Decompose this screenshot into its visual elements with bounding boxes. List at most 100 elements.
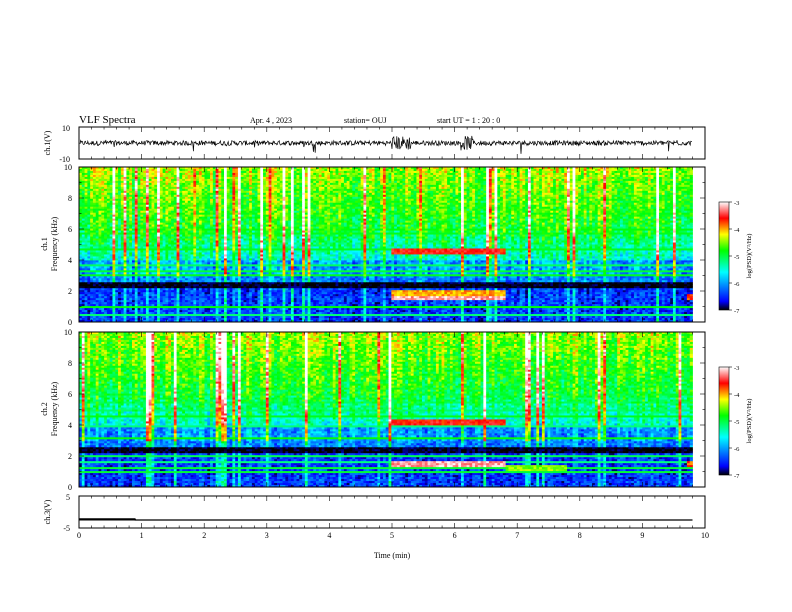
spectrogram-cell <box>204 182 208 186</box>
spectrogram-cell <box>505 168 509 172</box>
spectrogram-cell <box>544 170 548 174</box>
spectrogram-cell <box>151 178 155 182</box>
spectrogram-cell <box>678 182 682 186</box>
spectrogram-cell <box>544 184 548 188</box>
spectrogram-cell <box>349 168 353 172</box>
spectrogram-cell <box>98 167 102 170</box>
spectrogram-cell <box>257 176 261 180</box>
spectrogram-cell <box>87 182 91 186</box>
spectrogram-cell <box>341 176 345 180</box>
spectrogram-cell <box>569 168 573 172</box>
spectrogram-cell <box>619 184 624 188</box>
spectrogram-cell <box>79 178 83 182</box>
spectrogram-cell <box>341 178 345 182</box>
spectrogram-cell <box>260 168 264 172</box>
spectrogram-cell <box>190 172 194 176</box>
spectrogram-cell <box>268 174 272 178</box>
spectrogram-cell <box>586 174 590 178</box>
spectrogram-cell <box>299 174 303 178</box>
spectrogram-cell <box>332 178 336 182</box>
spectrogram-cell <box>600 184 604 188</box>
spectrogram-cell <box>402 178 406 182</box>
spectrogram-cell <box>625 170 629 174</box>
spectrogram-cell <box>642 168 646 172</box>
spectrogram-cell <box>184 170 189 174</box>
spectrogram-cell <box>87 186 91 190</box>
spectrogram-cell <box>346 176 350 180</box>
spectrogram-cell <box>318 180 322 184</box>
spectrogram-cell <box>672 178 677 182</box>
spectrogram-cell <box>597 170 601 174</box>
spectrogram-cell <box>408 168 412 172</box>
spectrogram-cell <box>656 167 660 170</box>
spectrogram-cell <box>474 178 479 182</box>
spectrogram-cell <box>260 178 264 182</box>
spectrogram-cell <box>92 184 97 188</box>
spectrogram-cell <box>157 176 161 180</box>
spectrogram-cell <box>254 172 258 176</box>
spectrogram-cell <box>366 176 370 180</box>
spectrogram-cell <box>633 176 638 180</box>
spectrogram-cell <box>95 186 99 190</box>
spectrogram-cell <box>352 180 356 184</box>
spectrogram-cell <box>369 172 373 176</box>
spectrogram-cell <box>396 170 401 174</box>
spectrogram-cell <box>572 178 576 182</box>
spectrogram-cell <box>653 182 657 186</box>
spectrogram-cell <box>332 184 336 188</box>
spectrogram-cell <box>79 180 83 184</box>
spectrogram-cell <box>380 172 384 176</box>
spectrogram-cell <box>408 176 412 180</box>
spectrogram-cell <box>201 184 205 188</box>
spectrogram-cell <box>104 170 108 174</box>
spectrogram-cell <box>120 182 125 186</box>
spectrogram-cell <box>235 182 239 186</box>
spectrogram-cell <box>279 168 283 172</box>
spectrogram-cell <box>447 184 451 188</box>
spectrogram-cell <box>424 182 428 186</box>
spectrogram-cell <box>276 170 281 174</box>
spectrogram-cell <box>611 167 615 170</box>
spectrogram-cell <box>508 168 512 172</box>
spectrogram-cell <box>215 170 219 174</box>
spectrogram-cell <box>447 182 451 186</box>
spectrogram-cell <box>260 180 264 184</box>
spectrogram-cell <box>491 178 495 182</box>
spectrogram-cell <box>416 184 420 188</box>
spectrogram-cell <box>580 168 585 172</box>
spectrogram-cell <box>290 184 295 188</box>
spectrogram-cell <box>474 168 479 172</box>
spectrogram-cell <box>159 170 164 174</box>
spectrogram-cell <box>611 180 615 184</box>
spectrogram-cell <box>290 182 295 186</box>
spectrogram-cell <box>536 167 540 170</box>
spectrogram-cell <box>90 180 94 184</box>
spectrogram-cell <box>519 176 523 180</box>
spectrogram-cell <box>642 176 646 180</box>
spectrogram-cell <box>466 172 470 176</box>
spectrogram-cell <box>324 182 328 186</box>
spectrogram-cell <box>455 168 459 172</box>
spectrogram-cell <box>572 182 576 186</box>
spectrogram-cell <box>246 168 250 172</box>
spectrogram-cell <box>611 170 615 174</box>
spectrogram-cell <box>355 182 359 186</box>
spectrogram-cell <box>366 168 370 172</box>
spectrogram-cell <box>502 168 507 172</box>
spectrogram-cell <box>541 170 546 174</box>
spectrogram-cell <box>558 180 562 184</box>
spectrogram-cell <box>474 170 479 174</box>
spectrogram-cell <box>572 168 576 172</box>
spectrogram-cell <box>171 178 175 182</box>
spectrogram-cell <box>622 172 626 176</box>
spectrogram-cell <box>394 168 398 172</box>
spectrogram-cell <box>126 182 130 186</box>
spectrogram-cell <box>410 168 415 172</box>
spectrogram-cell <box>193 184 197 188</box>
spectrogram-cell <box>575 170 579 174</box>
spectrogram-cell <box>120 184 125 188</box>
spectrogram-cell <box>126 168 130 172</box>
spectrogram-cell <box>511 182 515 186</box>
spectrogram-cell <box>198 178 203 182</box>
spectrogram-cell <box>444 172 448 176</box>
